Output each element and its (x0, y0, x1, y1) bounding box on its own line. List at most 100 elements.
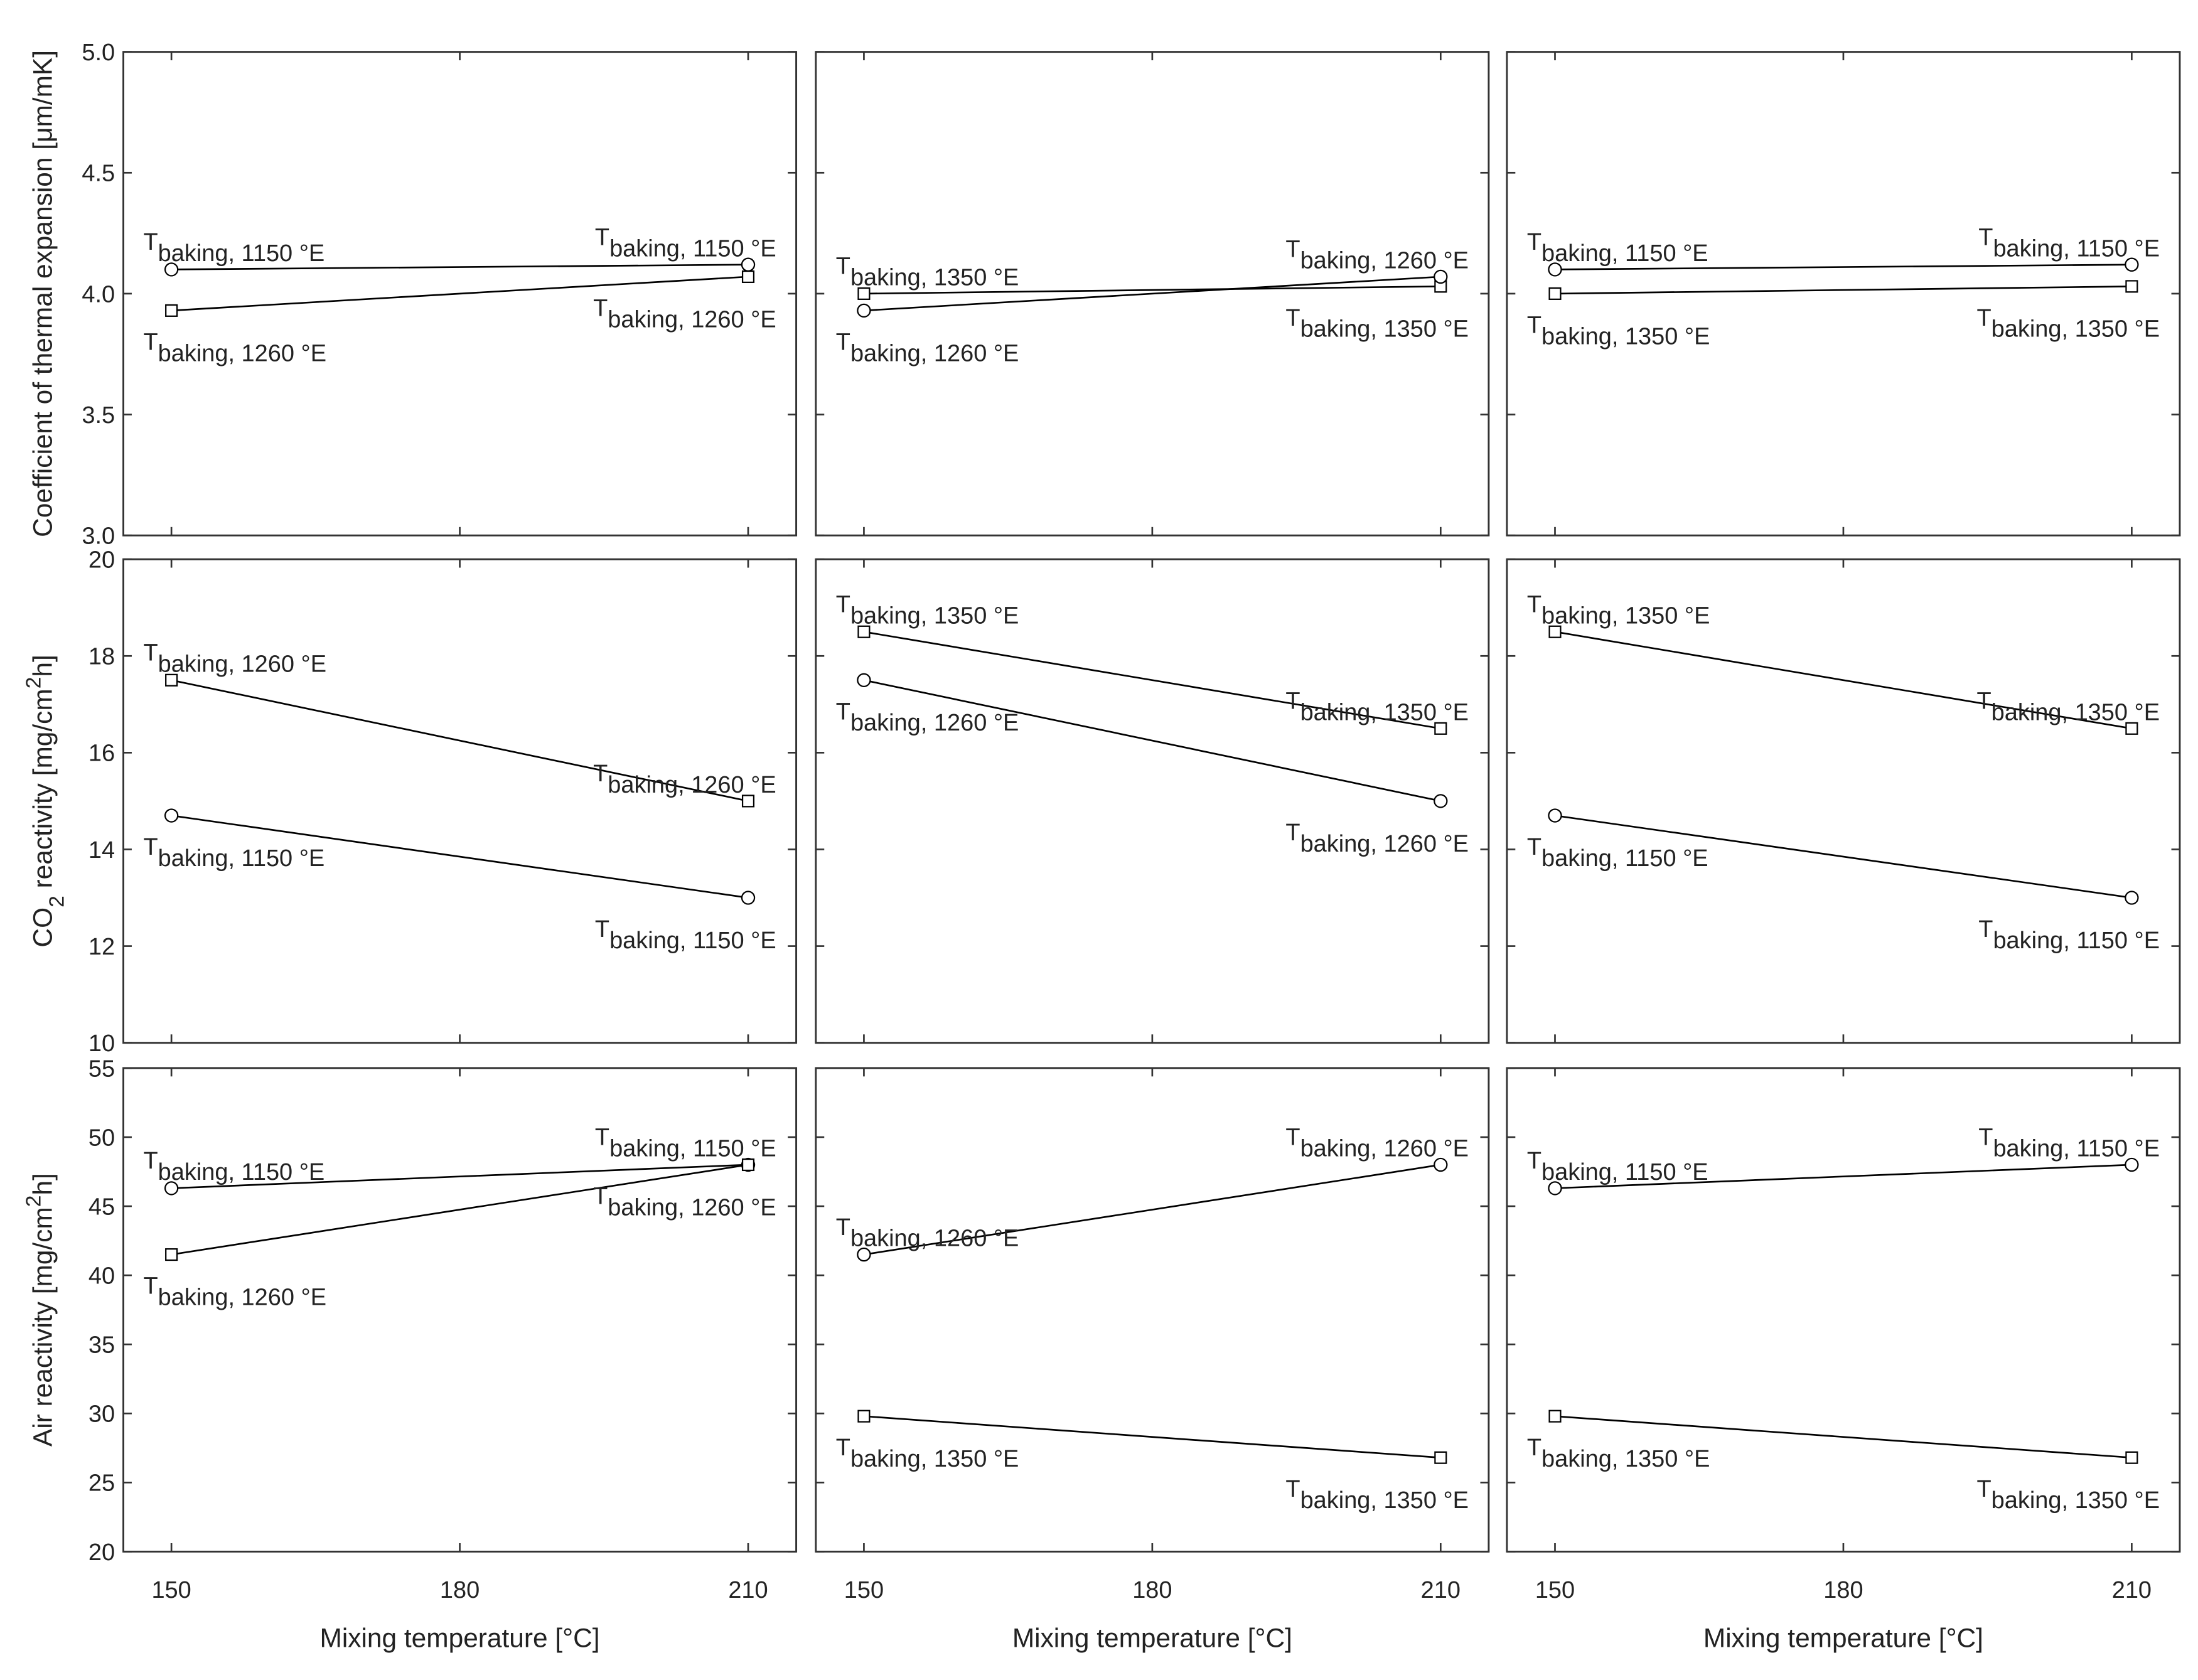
point-label: Tbaking, 1260 °E (836, 1214, 1019, 1252)
point-label-main: T (1285, 1476, 1300, 1502)
panel: 150 180 210 Mixing temperature [°C] Tbaking,… (815, 1067, 1490, 1652)
marker (2125, 1157, 2139, 1172)
point-label-sub: baking, 1150 °E (158, 845, 325, 872)
point-label-sub: baking, 1350 °E (850, 1446, 1019, 1472)
point-label: Tbaking, 1350 °E (836, 591, 1019, 629)
point-label-sub: baking, 1150 °E (158, 1159, 325, 1185)
marker (741, 270, 755, 283)
point-label: Tbaking, 1150 °E (143, 229, 324, 267)
series-line (1555, 286, 2132, 295)
point-label-sub: baking, 1260 °E (850, 340, 1019, 366)
y-axis-label-part: reactivity [mg/cm (28, 688, 58, 896)
point-label-sub: baking, 1150 °E (609, 928, 776, 954)
point-label-main: T (1976, 305, 1991, 331)
y-tick-label: 40 (88, 1263, 115, 1290)
point-label-sub: baking, 1260 °E (850, 710, 1019, 736)
point-label-main: T (1978, 1125, 1993, 1151)
point-label-sub: baking, 1150 °E (158, 240, 325, 267)
point-label-sub: baking, 1350 °E (1300, 1487, 1469, 1514)
point-label-sub: baking, 1150 °E (609, 235, 776, 262)
marker (1434, 722, 1447, 735)
marker (165, 304, 178, 317)
point-label-main: T (1527, 834, 1541, 860)
marker (741, 891, 756, 905)
point-label-sub: baking, 1260 °E (1300, 1136, 1469, 1162)
y-tick-label: 10 (88, 1030, 115, 1057)
point-label-sub: baking, 1350 °E (850, 265, 1019, 291)
marker (857, 1410, 871, 1423)
point-label-sub: baking, 1150 °E (1541, 845, 1708, 872)
point-label: Tbaking, 1150 °E (1527, 834, 1708, 872)
marker (1434, 794, 1448, 808)
point-label: Tbaking, 1350 °E (1976, 688, 2160, 726)
y-tick-label: 5.0 (82, 40, 115, 66)
point-label-sub: baking, 1350 °E (1992, 1487, 2160, 1514)
x-tick-label: 210 (1421, 1577, 1461, 1603)
point-label-sub: baking, 1150 °E (1541, 1159, 1708, 1185)
y-tick-label: 50 (88, 1125, 115, 1151)
point-label: Tbaking, 1260 °E (593, 761, 776, 798)
point-label: Tbaking, 1260 °E (836, 698, 1019, 736)
point-label-sub: baking, 1150 °E (1993, 235, 2160, 262)
point-label-main: T (1978, 916, 1993, 943)
point-label-main: T (593, 761, 608, 787)
marker (1548, 808, 1562, 823)
point-label-sub: baking, 1260 °E (1300, 831, 1469, 857)
marker (165, 673, 178, 687)
x-tick-label: 180 (1132, 1577, 1172, 1603)
y-tick-label: 4.0 (82, 281, 115, 308)
y-tick-label: 16 (88, 741, 115, 767)
point-label-main: T (836, 591, 850, 618)
point-label: Tbaking, 1260 °E (143, 1273, 326, 1311)
point-label: Tbaking, 1260 °E (1285, 820, 1469, 857)
point-label: Tbaking, 1150 °E (1527, 1148, 1708, 1185)
series-line (864, 276, 1441, 312)
x-tick-label: 210 (2112, 1577, 2152, 1603)
marker (2125, 891, 2139, 905)
point-label-main: T (1976, 1476, 1991, 1502)
series-line (171, 815, 749, 899)
marker (857, 303, 871, 318)
x-tick-label: 180 (440, 1577, 480, 1603)
y-axis-label: Coefficient of thermal expansion [μm/mK] (28, 50, 58, 537)
point-label-main: T (595, 1125, 609, 1151)
point-label-sub: baking, 1350 °E (1541, 602, 1710, 629)
y-axis-label-part: h] (28, 655, 58, 677)
point-label: Tbaking, 1260 °E (1285, 237, 1469, 274)
y-axis-label-part: Coefficient of thermal expansion [μm/mK] (28, 50, 58, 537)
marker (2125, 722, 2138, 735)
point-label-main: T (836, 329, 850, 355)
series-line (864, 286, 1441, 295)
series-line (864, 679, 1441, 802)
point-label-main: T (143, 1273, 158, 1300)
point-label-sub: baking, 1350 °E (850, 602, 1019, 629)
series-line (864, 631, 1441, 730)
point-label-sub: baking, 1260 °E (158, 651, 326, 677)
point-label-sub: baking, 1150 °E (1993, 1136, 2160, 1162)
point-label-main: T (1285, 1125, 1300, 1151)
marker (2125, 257, 2139, 272)
point-label-main: T (595, 916, 609, 943)
point-label: Tbaking, 1350 °E (836, 1435, 1019, 1472)
point-label: Tbaking, 1150 °E (1527, 229, 1708, 267)
point-label: Tbaking, 1260 °E (143, 640, 326, 678)
point-label-sub: baking, 1260 °E (608, 1194, 776, 1221)
y-tick-label: 14 (88, 837, 115, 864)
point-label: Tbaking, 1350 °E (1527, 591, 1710, 629)
y-tick-label: 12 (88, 934, 115, 960)
panel-frame (815, 558, 1490, 1044)
point-label-main: T (1976, 688, 1991, 715)
marker (164, 808, 179, 823)
panel-frame (122, 558, 798, 1044)
point-label-main: T (593, 295, 608, 321)
point-label-sub: baking, 1260 °E (850, 1226, 1019, 1252)
x-axis-label: Mixing temperature [°C] (1703, 1623, 1983, 1652)
y-tick-label: 55 (88, 1056, 115, 1082)
series-line (171, 679, 749, 802)
point-label: Tbaking, 1350 °E (1976, 305, 2160, 343)
marker (164, 1181, 179, 1196)
